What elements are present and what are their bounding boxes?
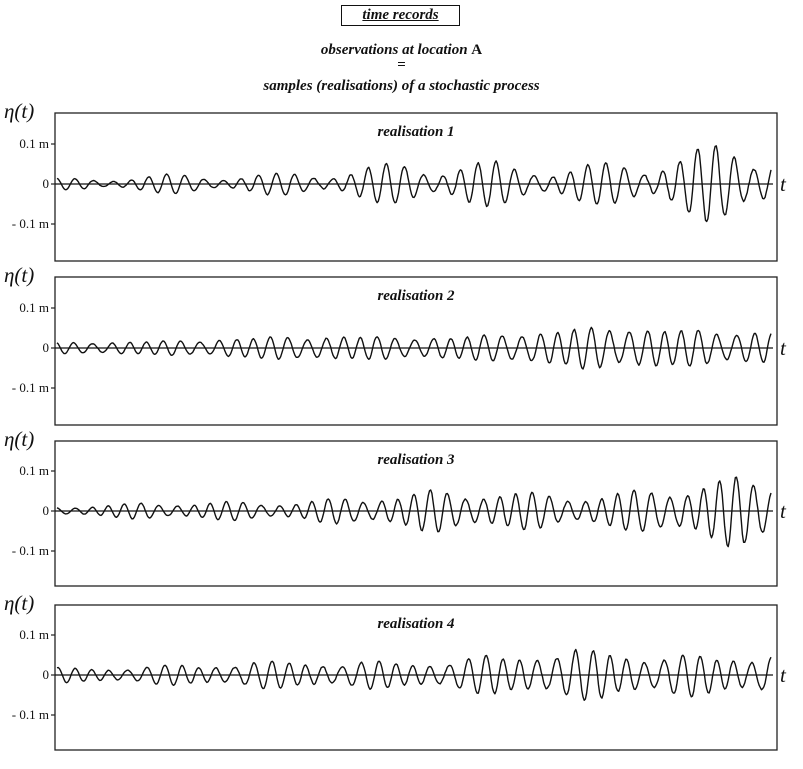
observations-heading: observations at location A (0, 42, 803, 59)
y-tick-label: 0 (43, 503, 50, 518)
panel-frame (54, 112, 778, 262)
y-tick-label: - 0.1 m (12, 216, 49, 231)
panel-frame (54, 604, 778, 751)
surface-elevation-trace (56, 145, 772, 223)
y-tick-label: 0.1 m (19, 627, 49, 642)
x-axis-label: t (780, 499, 787, 523)
y-tick-label: 0.1 m (19, 463, 49, 478)
figure-title: time records (341, 5, 460, 26)
realisation-title: realisation 3 (377, 452, 455, 468)
x-axis-label: t (780, 336, 787, 360)
y-tick-label: - 0.1 m (12, 543, 49, 558)
y-tick-label: 0 (43, 667, 50, 682)
realisation-panel-3: 0.1 m 0 - 0.1 m η(t) t realisation 3 (4, 427, 787, 587)
realisation-panel-1: 0.1 m 0 - 0.1 m η(t) t realisation 1 (4, 99, 787, 262)
surface-elevation-trace (56, 648, 772, 701)
surface-elevation-trace (56, 476, 772, 548)
y-tick-label: - 0.1 m (12, 707, 49, 722)
realisation-title: realisation 1 (377, 124, 454, 140)
y-axis-label: η(t) (4, 99, 34, 123)
x-axis-label: t (780, 663, 787, 687)
y-tick-label: 0.1 m (19, 300, 49, 315)
location-label: A (471, 42, 483, 58)
realisation-title: realisation 2 (377, 288, 455, 304)
panel-frame (54, 440, 778, 587)
surface-elevation-trace (56, 326, 772, 370)
samples-heading: samples (realisations) of a stochastic p… (263, 78, 540, 94)
y-tick-label: 0 (43, 340, 50, 355)
y-axis-label: η(t) (4, 427, 34, 451)
observations-text: observations at location (320, 42, 468, 58)
realisation-panel-4: 0.1 m 0 - 0.1 m η(t) t realisation 4 (4, 591, 787, 751)
panel-frame (54, 276, 778, 426)
x-axis-label: t (780, 172, 787, 196)
y-tick-label: 0 (43, 176, 50, 191)
equals-sign: = (397, 57, 406, 73)
realisation-title: realisation 4 (377, 616, 455, 632)
realisation-panel-2: 0.1 m 0 - 0.1 m η(t) t realisation 2 (4, 263, 787, 426)
y-axis-label: η(t) (4, 263, 34, 287)
y-axis-label: η(t) (4, 591, 34, 615)
y-tick-label: - 0.1 m (12, 380, 49, 395)
y-tick-label: 0.1 m (19, 136, 49, 151)
